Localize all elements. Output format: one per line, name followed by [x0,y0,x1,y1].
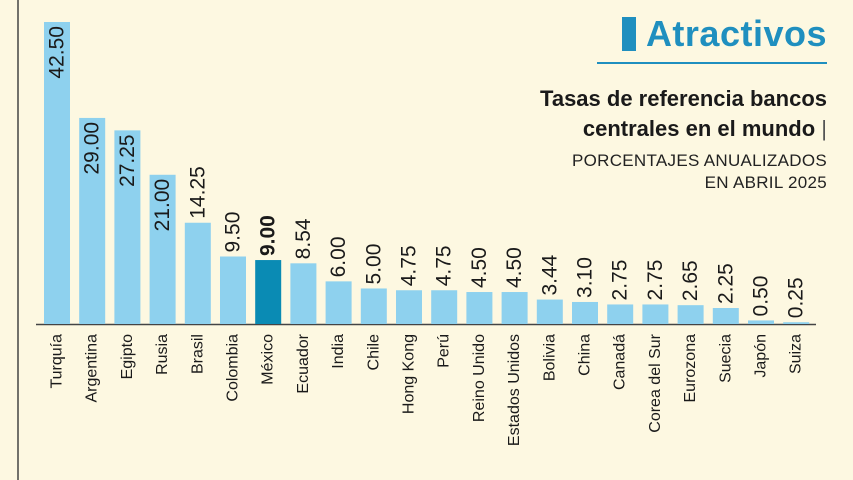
category-label: Turquía [49,334,66,389]
category-label: Canadá [612,334,629,390]
bar-méxico [255,260,282,324]
category-label: Bolivia [541,334,558,381]
category-label: Argentina [84,334,101,403]
value-label: 2.65 [679,260,702,301]
title-separator: | [821,116,827,141]
chart-title-line-2: centrales en el mundo | [540,114,827,144]
value-label: 14.25 [186,166,209,219]
section-label: Atractivos [621,13,827,54]
value-label: 42.50 [46,26,69,79]
value-label: 4.75 [433,245,456,286]
value-label: 2.75 [644,260,667,301]
category-label: Corea del Sur [647,333,664,432]
chart-title-line-1: Tasas de referencia bancos [540,86,827,111]
value-label: 0.25 [785,277,808,318]
value-label: 6.00 [327,236,350,277]
bar-estados-unidos [501,292,528,324]
category-label: Perú [436,334,453,368]
category-label: Chile [365,334,382,371]
bar-chile [360,288,387,324]
value-label: 8.54 [292,218,315,259]
section-header: Atractivos [621,13,827,54]
value-label: 9.50 [222,212,245,253]
bar-eurozona [677,305,704,324]
bar-hong-kong [396,290,422,324]
category-label: India [330,334,347,369]
value-label: 2.75 [609,260,632,301]
bar-bolivia [536,299,563,324]
category-label: Hong Kong [401,334,418,414]
value-label: 2.25 [714,263,737,304]
value-label: 3.44 [538,254,561,295]
value-label: 9.00 [257,215,280,256]
category-label: Japón [753,334,770,378]
bar-canadá [607,304,634,324]
value-label: 4.50 [503,247,526,288]
chart-title: Tasas de referencia bancos centrales en … [540,84,827,144]
chart-subtitle-line-1: PORCENTAJES ANUALIZADOS [571,151,827,170]
category-label: Estados Unidos [506,334,523,446]
value-label: 4.75 [398,245,421,286]
value-label: 4.50 [468,247,491,288]
chart-subtitle: PORCENTAJES ANUALIZADOS EN ABRIL 2025 [572,150,827,194]
category-label: Suiza [788,334,805,374]
bar-perú [431,290,458,324]
category-label: Colombia [225,334,242,402]
category-label: Egipto [119,334,136,379]
category-label: Rusia [154,334,171,375]
value-label: 21.00 [151,179,174,232]
value-label: 0.50 [750,276,773,317]
chart-title-line-2-text: centrales en el mundo [582,116,816,141]
bar-japón [748,320,774,324]
category-label: Brasil [189,334,206,374]
bar-turquía [44,22,70,324]
category-label: Reino Unido [471,334,488,422]
bar-suiza [783,322,810,324]
bar-egipto [114,130,141,324]
value-label: 27.25 [116,134,139,187]
category-label: Eurozona [682,334,699,403]
category-label: Ecuador [295,333,312,393]
bar-colombia [220,256,246,324]
bar-rusia [149,174,176,324]
bar-china [572,301,598,324]
bar-suecia [712,308,739,324]
bar-reino-unido [466,292,493,324]
section-title: Atractivos [645,13,827,54]
value-label: 29.00 [81,122,104,175]
bar-argentina [79,117,106,324]
section-divider [597,62,827,64]
bar-ecuador [290,263,317,324]
category-label: Suecia [717,334,734,383]
category-label: México [260,334,277,385]
value-label: 3.10 [574,257,597,298]
bar-india [325,281,352,324]
category-label: China [577,334,594,376]
bar-corea-del-sur [642,304,669,324]
section-marker [621,17,636,51]
chart-subtitle-line-2: EN ABRIL 2025 [704,173,827,192]
bar-brasil [184,222,211,324]
value-label: 5.00 [362,244,385,285]
